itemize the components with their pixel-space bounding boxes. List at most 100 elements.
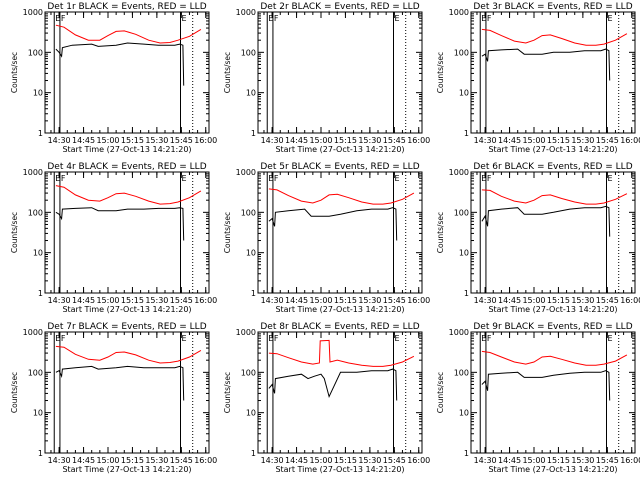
x-tick-label: 15:30	[358, 296, 381, 305]
x-tick-label: 14:30	[474, 456, 497, 465]
x-tick-label: 15:00	[522, 456, 545, 465]
attenuator-state-label: F	[487, 334, 492, 343]
x-tick-label: 15:30	[358, 456, 381, 465]
x-tick-label: 15:00	[309, 296, 332, 305]
x-tick-label: 14:30	[261, 296, 284, 305]
x-tick-label: 15:15	[334, 136, 357, 145]
series-line-lld	[481, 28, 628, 46]
series-line-lld	[268, 339, 415, 367]
y-tick-label: 1	[251, 129, 256, 138]
y-tick-label: 10	[33, 249, 43, 258]
attenuator-state-label: F	[61, 174, 66, 183]
attenuator-state-label: F	[61, 14, 66, 23]
x-tick-label: 16:00	[620, 456, 640, 465]
x-tick-label: 15:15	[547, 296, 570, 305]
series-line-events	[481, 205, 611, 237]
x-tick-label: 15:00	[96, 136, 119, 145]
x-tick-label: 15:45	[383, 136, 406, 145]
x-axis-label: Start Time (27-Oct-13 14:21:20)	[275, 145, 404, 154]
x-tick-label: 14:30	[48, 296, 71, 305]
attenuator-state-label: E	[268, 174, 273, 183]
x-tick-label: 15:45	[383, 456, 406, 465]
y-tick-label: 1000	[449, 8, 469, 17]
attenuator-state-label: E	[481, 334, 486, 343]
series-line-events	[481, 370, 611, 401]
plot-frame	[470, 171, 636, 294]
panel-title: Det 8r BLACK = Events, RED = LLD	[260, 322, 419, 332]
x-tick-label: 15:30	[571, 456, 594, 465]
x-tick-label: 15:15	[547, 456, 570, 465]
x-tick-label: 14:30	[48, 456, 71, 465]
y-tick-label: 100	[241, 208, 256, 217]
x-axis-label: Start Time (27-Oct-13 14:21:20)	[488, 145, 617, 154]
x-tick-label: 16:00	[407, 456, 430, 465]
x-axis-label: Start Time (27-Oct-13 14:21:20)	[488, 305, 617, 314]
plot-frame	[257, 331, 423, 454]
y-tick-label: 100	[454, 208, 469, 217]
x-tick-label: 15:00	[522, 296, 545, 305]
panel-title: Det 6r BLACK = Events, RED = LLD	[473, 162, 632, 172]
attenuator-state-label: E	[607, 334, 612, 343]
series-line-lld	[481, 350, 628, 366]
x-axis-label: Start Time (27-Oct-13 14:21:20)	[62, 465, 191, 474]
x-tick-label: 14:30	[261, 456, 284, 465]
x-tick-label: 16:00	[620, 136, 640, 145]
y-tick-label: 10	[246, 409, 256, 418]
x-tick-label: 16:00	[407, 296, 430, 305]
x-tick-label: 16:00	[194, 456, 217, 465]
x-axis-label: Start Time (27-Oct-13 14:21:20)	[275, 465, 404, 474]
panel-det-5r: Det 5r BLACK = Events, RED = LLD 1 10 100 10…	[223, 162, 430, 314]
attenuator-state-label: E	[268, 334, 273, 343]
x-tick-label: 16:00	[407, 136, 430, 145]
x-tick-label: 15:45	[170, 456, 193, 465]
series-line-events	[55, 42, 185, 86]
x-tick-label: 14:45	[285, 456, 308, 465]
attenuator-state-label: E	[181, 14, 186, 23]
plot-frame	[44, 331, 210, 454]
x-tick-label: 15:15	[334, 456, 357, 465]
panel-title: Det 1r BLACK = Events, RED = LLD	[47, 2, 206, 12]
panel-det-8r: Det 8r BLACK = Events, RED = LLD 1 10 100 10…	[223, 322, 430, 474]
x-axis-label: Start Time (27-Oct-13 14:21:20)	[488, 465, 617, 474]
attenuator-state-label: F	[487, 174, 492, 183]
y-tick-label: 10	[459, 89, 469, 98]
y-tick-label: 100	[28, 208, 43, 217]
y-tick-label: 100	[241, 368, 256, 377]
panel-title: Det 9r BLACK = Events, RED = LLD	[473, 322, 632, 332]
series-line-lld	[55, 24, 202, 44]
series-line-events	[268, 207, 398, 241]
x-tick-label: 15:30	[358, 136, 381, 145]
series-line-events	[55, 207, 185, 241]
y-tick-label: 1000	[236, 328, 256, 337]
panel-det-9r: Det 9r BLACK = Events, RED = LLD 1 10 100 10…	[436, 322, 640, 474]
x-tick-label: 14:45	[285, 136, 308, 145]
x-tick-label: 15:45	[383, 296, 406, 305]
attenuator-state-label: E	[55, 334, 60, 343]
y-tick-label: 100	[454, 368, 469, 377]
x-tick-label: 14:45	[72, 136, 95, 145]
x-tick-label: 15:00	[309, 136, 332, 145]
y-tick-label: 100	[241, 48, 256, 57]
plot-frame	[470, 11, 636, 134]
y-tick-label: 1000	[23, 8, 43, 17]
y-tick-label: 10	[246, 89, 256, 98]
x-tick-label: 15:30	[571, 136, 594, 145]
y-tick-label: 1000	[449, 168, 469, 177]
x-tick-label: 14:45	[285, 296, 308, 305]
series-line-events	[55, 365, 185, 401]
x-axis-label: Start Time (27-Oct-13 14:21:20)	[62, 145, 191, 154]
series-line-lld	[55, 345, 202, 364]
x-tick-label: 14:45	[72, 456, 95, 465]
series-line-lld	[268, 188, 415, 205]
attenuator-state-label: E	[55, 174, 60, 183]
plot-frame	[44, 11, 210, 134]
y-tick-label: 1000	[449, 328, 469, 337]
y-tick-label: 1	[38, 289, 43, 298]
x-tick-label: 15:00	[522, 136, 545, 145]
y-tick-label: 10	[459, 409, 469, 418]
panel-det-4r: Det 4r BLACK = Events, RED = LLD 1 10 100 10…	[10, 162, 217, 314]
y-axis-label: Counts/sec	[223, 372, 232, 413]
x-tick-label: 16:00	[194, 136, 217, 145]
attenuator-state-label: E	[481, 174, 486, 183]
